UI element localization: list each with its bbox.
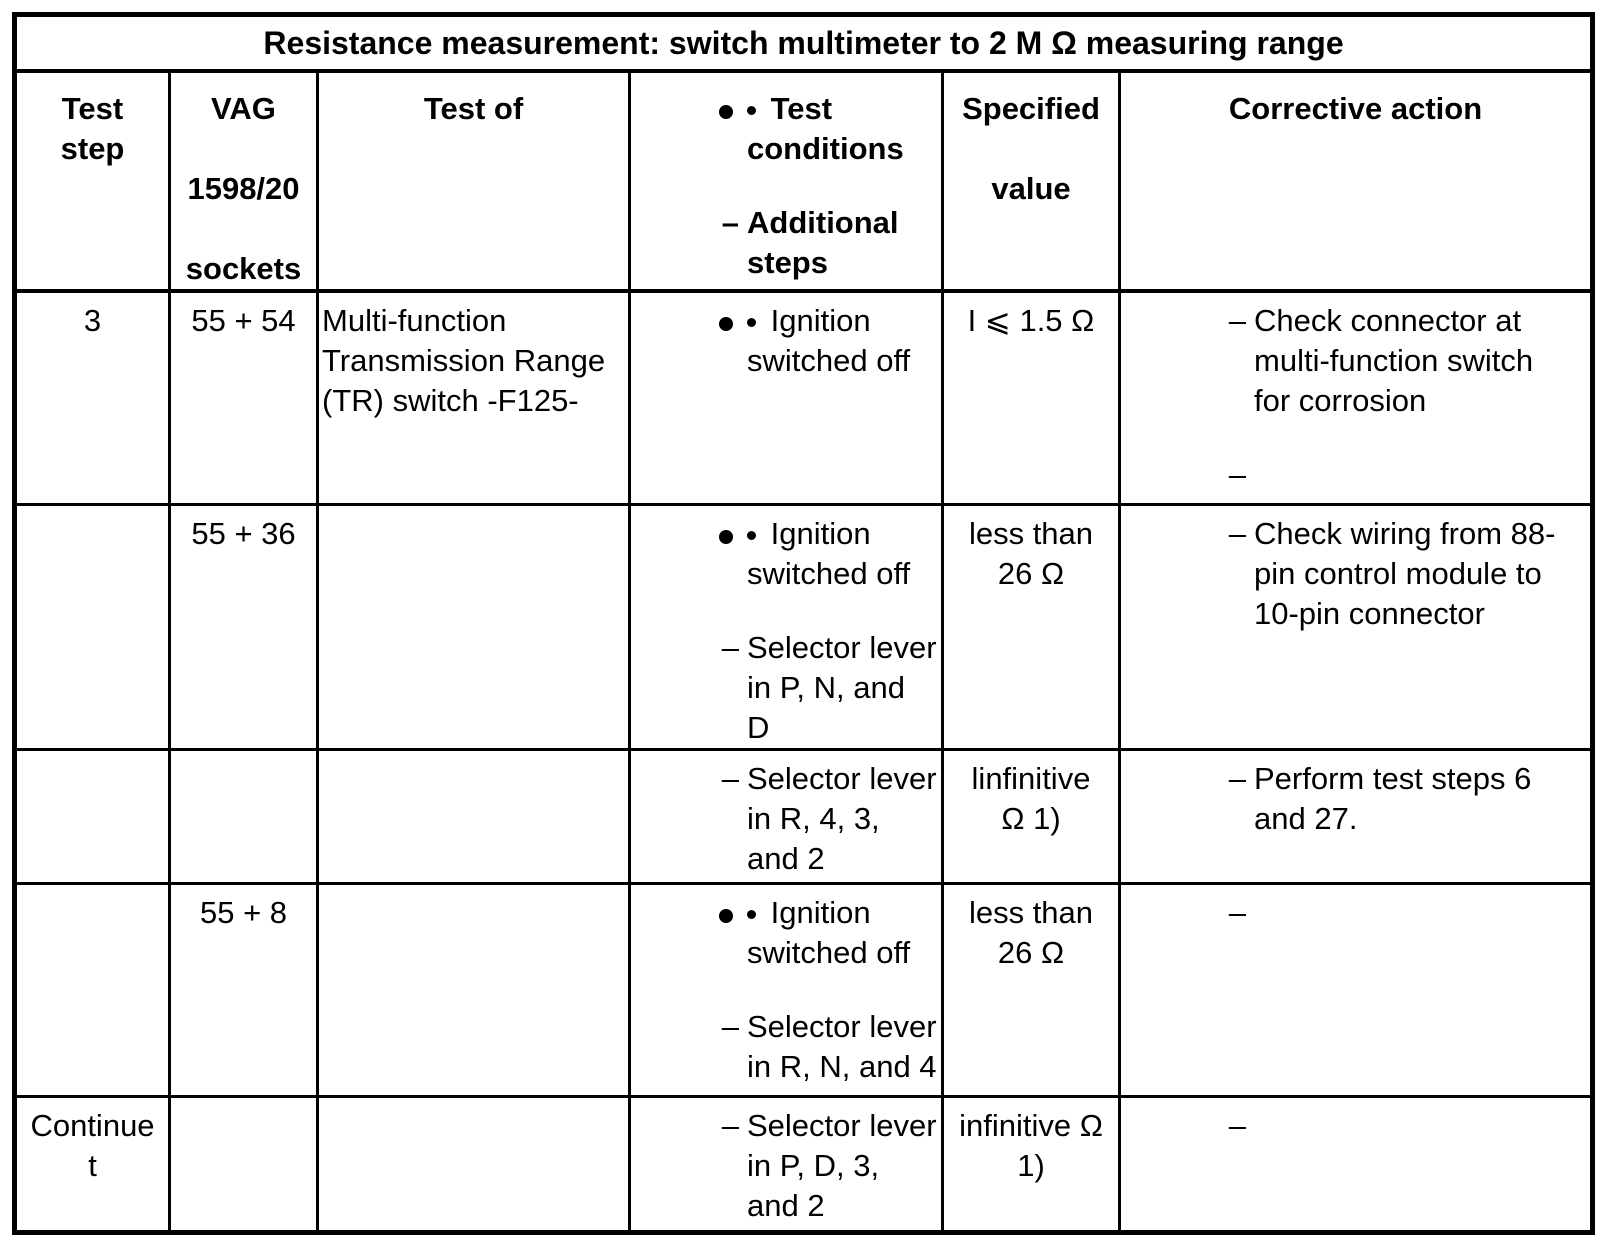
cell-sockets-empty	[168, 1094, 319, 1234]
cell-specified-value: linfinitive Ω 1)	[941, 747, 1121, 885]
cell-conditions: Ignition switched off – Selector lever in…	[628, 881, 944, 1098]
condition-text: Selector lever in P, D, 3, and 2	[747, 1107, 937, 1223]
cell-specified-value: less than 26 Ω	[941, 881, 1121, 1098]
cell-corrective-action: –	[1117, 1094, 1595, 1234]
dash-icon: –	[1228, 760, 1246, 796]
cell-conditions: Ignition switched off	[628, 289, 944, 506]
cell-corrective-action: – Check wiring from 88- pin control modul…	[1117, 502, 1595, 751]
cell-test-of-empty	[316, 881, 631, 1098]
list-item: –	[1121, 1106, 1590, 1146]
header-test-step: Test step	[13, 69, 171, 293]
table-row: 55 + 8 Ignition switched off – Selector l…	[13, 881, 1595, 1098]
list-item: – Additional steps	[631, 203, 941, 283]
cell-specified-value: I ⩽ 1.5 Ω	[941, 289, 1121, 506]
cell-corrective-action: – Check connector at multi-function switc…	[1117, 289, 1595, 506]
condition-text: Ignition switched off	[747, 515, 911, 591]
header-test-of: Test of	[316, 69, 631, 293]
table-row: 55 + 36 Ignition switched off – Selector …	[13, 502, 1595, 751]
dash-icon: –	[1228, 457, 1246, 492]
bullet-icon	[716, 301, 747, 381]
cell-conditions: – Selector lever in R, 4, 3, and 2	[628, 747, 944, 885]
cell-sockets: 55 + 36	[168, 502, 319, 751]
list-item: –	[1121, 455, 1590, 495]
table-header-row: Test step VAG 1598/20 sockets Test of Te…	[13, 69, 1595, 293]
small-bullet-icon	[747, 106, 756, 116]
table-row: Continue t – Selector lever in P, D, 3, a…	[13, 1094, 1595, 1234]
corrective-text: Check connector at multi-function switch…	[1254, 303, 1534, 418]
table-title: Resistance measurement: switch multimete…	[12, 13, 1595, 73]
cell-corrective-action: –	[1117, 881, 1595, 1098]
small-bullet-icon	[747, 909, 756, 919]
cell-test-of-empty	[316, 747, 631, 885]
cell-test-step-empty	[13, 502, 171, 751]
cell-sockets: 55 + 8	[168, 881, 319, 1098]
dash-icon: –	[721, 205, 739, 240]
condition-text: Selector lever in P, N, and D	[747, 629, 937, 745]
list-item: – Check wiring from 88- pin control modul…	[1121, 514, 1590, 634]
cell-corrective-action: – Perform test steps 6 and 27.	[1117, 747, 1595, 885]
dash-icon: –	[1228, 894, 1246, 930]
cell-conditions: Ignition switched off – Selector lever in…	[628, 502, 944, 751]
bullet-icon	[716, 514, 747, 594]
header-corrective-action: Corrective action	[1117, 69, 1595, 293]
dash-icon: –	[1228, 515, 1246, 551]
corrective-text: Perform test steps 6 and 27.	[1254, 760, 1532, 836]
header-additional-steps-label: Additional steps	[747, 205, 899, 280]
corrective-text: Check wiring from 88- pin control module…	[1254, 515, 1556, 631]
cell-test-of-empty	[316, 502, 631, 751]
dash-icon: –	[1228, 1107, 1246, 1143]
list-item: – Selector lever in R, 4, 3, and 2	[631, 759, 941, 879]
small-bullet-icon	[747, 530, 756, 540]
condition-text: Selector lever in R, 4, 3, and 2	[747, 760, 937, 876]
cell-test-of-empty	[316, 1094, 631, 1234]
resistance-measurement-table: Resistance measurement: switch multimete…	[12, 12, 1596, 1235]
condition-text: Selector lever in R, N, and 4	[747, 1008, 937, 1084]
dash-icon: –	[721, 1008, 739, 1044]
cell-test-step: Continue t	[13, 1094, 171, 1234]
dash-icon: –	[721, 760, 739, 796]
dash-icon: –	[721, 1107, 739, 1143]
list-item: – Check connector at multi-function switc…	[1121, 301, 1590, 421]
header-conditions: Test conditions – Additional steps	[628, 69, 944, 293]
cell-specified-value: infinitive Ω 1)	[941, 1094, 1121, 1234]
table-row: – Selector lever in R, 4, 3, and 2 linfin…	[13, 747, 1595, 885]
cell-test-step-empty	[13, 881, 171, 1098]
cell-conditions: – Selector lever in P, D, 3, and 2	[628, 1094, 944, 1234]
cell-sockets-empty	[168, 747, 319, 885]
list-item: – Selector lever in P, N, and D	[631, 628, 941, 748]
header-vag-sockets: VAG 1598/20 sockets	[168, 69, 319, 293]
list-item: – Selector lever in R, N, and 4	[631, 1007, 941, 1087]
dash-icon: –	[1228, 303, 1246, 338]
cell-test-step-empty	[13, 747, 171, 885]
list-item: Ignition switched off	[631, 301, 941, 381]
dash-icon: –	[721, 629, 739, 665]
cell-test-of: Multi-function Transmission Range (TR) s…	[316, 289, 631, 506]
small-bullet-icon	[747, 318, 756, 328]
list-item: – Selector lever in P, D, 3, and 2	[631, 1106, 941, 1226]
bullet-icon	[716, 893, 747, 973]
table-title-row: Resistance measurement: switch multimete…	[12, 13, 1595, 73]
list-item: Ignition switched off	[631, 893, 941, 973]
condition-text: Ignition switched off	[747, 894, 911, 970]
header-specified-value: Specified value	[941, 69, 1121, 293]
list-item: –	[1121, 893, 1590, 933]
condition-text: Ignition switched off	[747, 303, 911, 378]
cell-sockets: 55 + 54	[168, 289, 319, 506]
list-item: Test conditions	[631, 89, 941, 169]
cell-specified-value: less than 26 Ω	[941, 502, 1121, 751]
table-row: 3 55 + 54 Multi-function Transmission Ra…	[13, 289, 1595, 506]
list-item: – Perform test steps 6 and 27.	[1121, 759, 1590, 839]
header-conditions-label: Test conditions	[747, 91, 904, 166]
bullet-icon	[716, 89, 747, 169]
list-item: Ignition switched off	[631, 514, 941, 594]
cell-test-step: 3	[13, 289, 171, 506]
